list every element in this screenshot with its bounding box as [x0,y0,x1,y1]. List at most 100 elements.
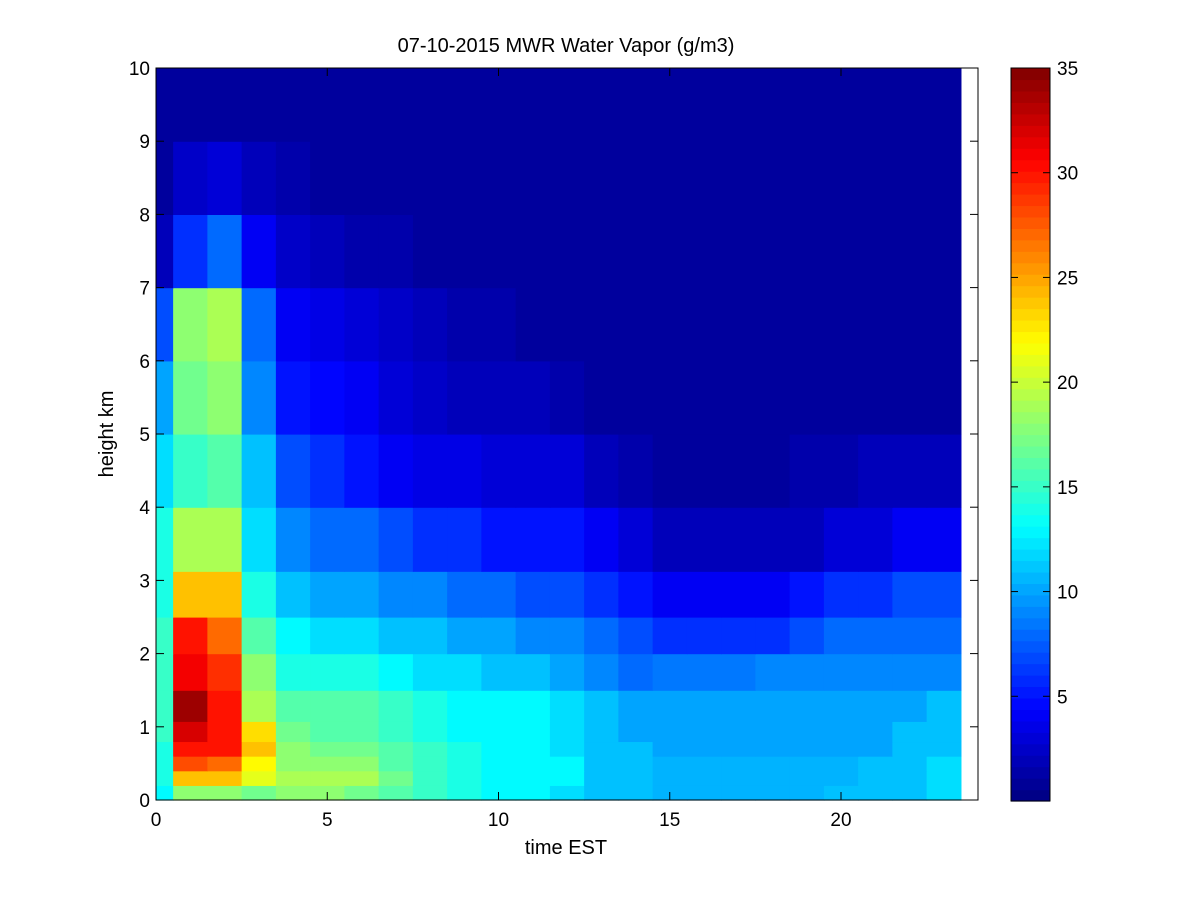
heatmap-cell [686,434,722,508]
heatmap-cell [515,571,551,618]
heatmap-cell [515,507,551,572]
colorbar-segment [1011,79,1050,92]
heatmap-cell [721,141,756,215]
colorbar-segment [1011,68,1050,81]
heatmap-cell [789,360,825,435]
colorbar-tick-label: 15 [1057,478,1078,499]
heatmap-cell [481,617,517,655]
heatmap-cell [823,721,859,743]
heatmap-cell [858,68,893,142]
heatmap-cell [823,214,859,289]
heatmap-cell [310,653,345,691]
heatmap-cell [207,68,243,142]
heatmap-cell [378,617,414,655]
heatmap-cell [447,214,482,289]
heatmap-cell [584,287,619,362]
heatmap-cell [275,617,311,655]
heatmap-cell [858,617,893,655]
y-tick-label: 2 [139,645,150,666]
heatmap-cell [207,571,243,618]
heatmap-cell [156,214,174,289]
heatmap-cell [515,785,551,801]
heatmap-cell [241,785,277,801]
y-tick-label: 10 [129,59,150,80]
heatmap-cell [789,68,825,142]
heatmap-cell [241,141,277,215]
heatmap-cell [892,434,928,508]
heatmap-cell [686,617,722,655]
x-tick-label: 15 [659,810,680,831]
heatmap-cell [481,721,517,743]
heatmap-cell [173,571,208,618]
heatmap-cell [447,785,482,801]
colorbar-segment [1011,503,1050,516]
heatmap-cell [584,690,619,722]
heatmap-cell [755,214,791,289]
heatmap-cell [412,360,448,435]
x-axis-ticks: 0 5 10 15 20 [151,68,852,831]
colorbar-segment [1011,514,1050,527]
heatmap-cell [481,507,517,572]
heatmap-cell [275,141,311,215]
heatmap-cell [310,741,345,757]
heatmap-cell [344,287,380,362]
heatmap-cell [412,68,448,142]
colorbar-segment [1011,411,1050,424]
heatmap-cell [686,785,722,801]
heatmap-cell [310,360,345,435]
heatmap-cell [721,690,756,722]
colorbar-segment [1011,445,1050,458]
heatmap-cell [618,507,654,572]
colorbar-segment [1011,331,1050,344]
colorbar-tick-label: 25 [1057,268,1078,289]
heatmap-cell [686,653,722,691]
heatmap-cell [789,690,825,722]
heatmap-cell [344,690,380,722]
heatmap-cell [275,507,311,572]
heatmap-cell [652,214,688,289]
heatmap-cell [447,434,482,508]
heatmap-cell [549,434,585,508]
heatmap-cell [549,785,585,801]
heatmap-cell [892,617,928,655]
colorbar-segment [1011,778,1050,791]
heatmap-cell [858,741,893,757]
heatmap-cell [892,68,928,142]
heatmap-cell [207,507,243,572]
colorbar-segment [1011,239,1050,252]
heatmap-cell [481,141,517,215]
colorbar-segment [1011,193,1050,207]
heatmap-cell [721,770,756,786]
heatmap-cell [549,690,585,722]
heatmap-cell [755,690,791,722]
heatmap-cell [241,756,277,772]
heatmap-cell [412,653,448,691]
heatmap-cell [858,653,893,691]
heatmap-cell [156,741,174,757]
heatmap-cell [378,721,414,743]
heatmap-cell [275,434,311,508]
heatmap-cell [721,507,756,572]
colorbar-segment [1011,125,1050,138]
colorbar-segment [1011,789,1050,802]
colorbar-segment [1011,652,1050,665]
heatmap-cell [207,214,243,289]
heatmap-cell [515,741,551,757]
heatmap-cell [344,770,380,786]
heatmap-cell [310,68,345,142]
heatmap-cell [755,756,791,772]
heatmap-cell [686,690,722,722]
heatmap-cell [652,653,688,691]
heatmap-cell [241,770,277,786]
heatmap-cell [412,690,448,722]
heatmap-cell [207,141,243,215]
colorbar-segment [1011,606,1050,619]
heatmap-cell [652,721,688,743]
heatmap-cell [378,214,414,289]
y-tick-label: 1 [139,718,150,739]
heatmap-cell [412,214,448,289]
heatmap-cell [686,68,722,142]
colorbar [1011,68,1050,802]
colorbar-segment [1011,308,1050,321]
colorbar-segment [1011,182,1050,195]
